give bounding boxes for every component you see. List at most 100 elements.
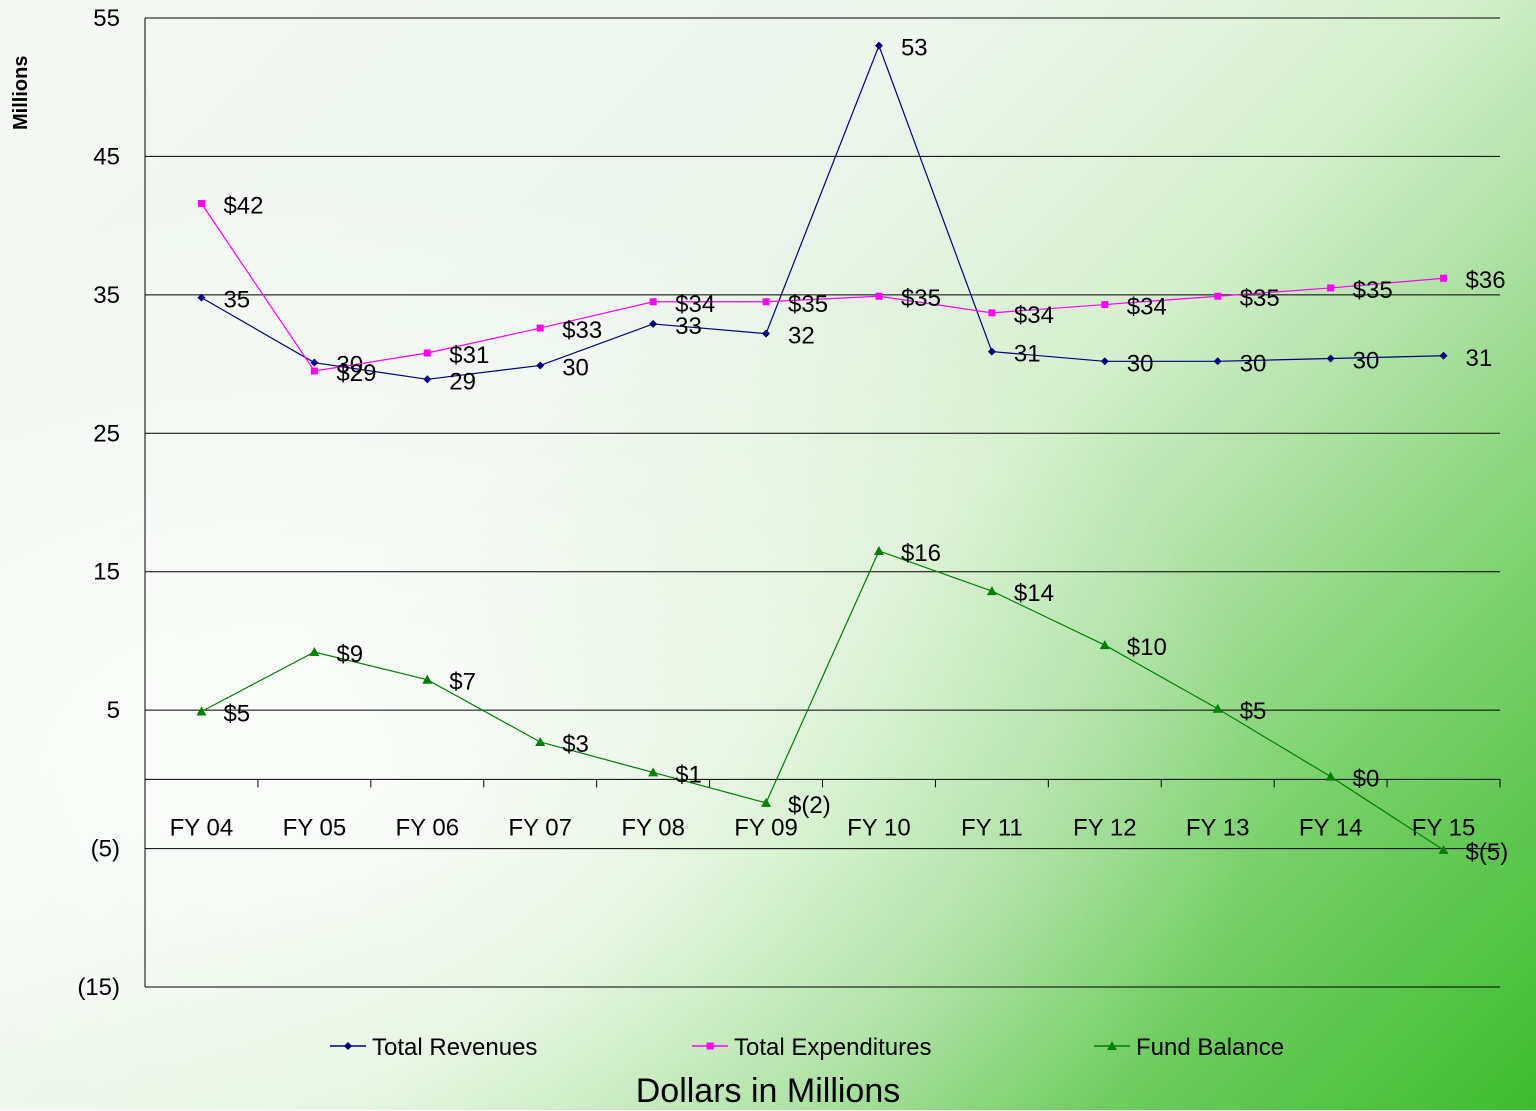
data-point bbox=[1213, 357, 1222, 366]
data-label: 30 bbox=[562, 354, 589, 381]
data-label: 30 bbox=[1353, 348, 1380, 375]
data-label: $33 bbox=[562, 317, 602, 344]
legend-item: Fund Balance bbox=[1094, 1034, 1284, 1061]
y-axis-title: Millions bbox=[10, 55, 32, 130]
y-tick-label: 15 bbox=[93, 559, 120, 586]
data-point bbox=[648, 767, 659, 777]
data-point bbox=[873, 545, 884, 555]
data-point bbox=[197, 293, 206, 302]
data-label: $34 bbox=[1127, 294, 1167, 321]
data-point bbox=[649, 319, 658, 328]
data-point bbox=[762, 298, 770, 306]
series-line bbox=[200, 203, 1444, 372]
x-tick-label: FY 05 bbox=[283, 814, 347, 841]
x-tick-label: FY 04 bbox=[170, 814, 234, 841]
x-tick-label: FY 11 bbox=[961, 814, 1023, 841]
data-point bbox=[422, 674, 433, 684]
data-label: $31 bbox=[449, 342, 489, 369]
data-point bbox=[310, 367, 318, 375]
gridlines bbox=[145, 17, 1500, 988]
data-point bbox=[423, 349, 431, 357]
x-tick-label: FY 14 bbox=[1299, 814, 1363, 841]
data-label: $9 bbox=[336, 641, 363, 668]
data-point bbox=[1101, 301, 1109, 309]
y-tick-label: 45 bbox=[93, 143, 120, 170]
legend-item: Total Expenditures bbox=[692, 1034, 931, 1061]
data-point bbox=[535, 736, 546, 746]
y-tick-label: (15) bbox=[77, 974, 120, 1001]
x-tick-label: FY 09 bbox=[734, 814, 798, 841]
data-point bbox=[762, 329, 771, 338]
series-line bbox=[201, 43, 1444, 380]
data-point bbox=[1212, 703, 1223, 713]
y-tick-label: 25 bbox=[93, 420, 120, 447]
data-point bbox=[1440, 274, 1448, 282]
data-point bbox=[1325, 771, 1336, 781]
legend-marker bbox=[706, 1042, 714, 1050]
x-tick-label: FY 08 bbox=[621, 814, 685, 841]
data-point bbox=[986, 586, 997, 596]
data-point bbox=[309, 647, 320, 657]
data-label: $1 bbox=[675, 761, 702, 788]
data-label: 53 bbox=[901, 35, 928, 62]
data-label: $5 bbox=[1240, 698, 1267, 725]
data-point bbox=[423, 375, 432, 384]
data-point bbox=[197, 199, 205, 207]
series-fund-balance: $5 $9 $7 $3 $1 $(2) $16 $14 $10 $5 $0 $(5) bbox=[196, 540, 1508, 866]
data-label: $0 bbox=[1353, 766, 1380, 793]
data-point bbox=[1100, 357, 1109, 366]
legend-label: Total Expenditures bbox=[734, 1034, 931, 1061]
data-point bbox=[1326, 354, 1335, 363]
data-label: $5 bbox=[223, 701, 250, 728]
data-label: $16 bbox=[901, 540, 941, 567]
data-point bbox=[310, 358, 319, 367]
data-label: $35 bbox=[901, 285, 941, 312]
data-label: $29 bbox=[336, 360, 376, 387]
data-point bbox=[875, 292, 883, 300]
y-tick-label: 35 bbox=[93, 282, 120, 309]
data-label: $35 bbox=[1240, 285, 1280, 312]
series-line bbox=[201, 550, 1444, 851]
data-point bbox=[988, 309, 996, 317]
legend: Total Revenues Total Expenditures Fund Bal… bbox=[330, 1034, 1284, 1061]
data-label: 31 bbox=[1014, 341, 1041, 368]
data-point bbox=[196, 706, 207, 716]
x-tick-label: FY 12 bbox=[1073, 814, 1137, 841]
data-label: $35 bbox=[788, 291, 828, 318]
data-label: 35 bbox=[223, 287, 250, 314]
data-point bbox=[1099, 640, 1110, 650]
data-label: $3 bbox=[562, 731, 589, 758]
legend-item: Total Revenues bbox=[330, 1034, 537, 1061]
data-point bbox=[874, 41, 883, 50]
data-point bbox=[649, 298, 657, 306]
x-tick-label: FY 15 bbox=[1412, 814, 1476, 841]
y-tick-label: 5 bbox=[107, 697, 120, 724]
data-label: 33 bbox=[675, 313, 702, 340]
data-point bbox=[1327, 284, 1335, 292]
data-label: $10 bbox=[1127, 634, 1167, 661]
series-total-expenditures: $42 $29 $31 $33 $34 $35 $35 $34 $34 $35 $35 $36 bbox=[197, 192, 1506, 387]
data-label: $42 bbox=[223, 192, 263, 219]
y-tick-label: 55 bbox=[93, 5, 120, 32]
x-axis-title: Dollars in Millions bbox=[635, 1072, 901, 1110]
legend-marker bbox=[1107, 1041, 1117, 1050]
data-label: 29 bbox=[449, 368, 476, 395]
data-point bbox=[761, 797, 772, 807]
legend-label: Total Revenues bbox=[372, 1034, 537, 1061]
data-label: 32 bbox=[788, 323, 815, 350]
data-label: 30 bbox=[1240, 350, 1267, 377]
data-point bbox=[536, 324, 544, 332]
data-label: 30 bbox=[1127, 350, 1154, 377]
x-tick-label: FY 06 bbox=[395, 814, 459, 841]
data-label: $36 bbox=[1466, 267, 1506, 294]
x-tick-label: FY 10 bbox=[847, 814, 911, 841]
data-point bbox=[536, 361, 545, 370]
data-label: $7 bbox=[449, 669, 476, 696]
x-tick-label: FY 13 bbox=[1186, 814, 1250, 841]
data-label: $14 bbox=[1014, 580, 1054, 607]
y-tick-label: (5) bbox=[91, 836, 120, 863]
